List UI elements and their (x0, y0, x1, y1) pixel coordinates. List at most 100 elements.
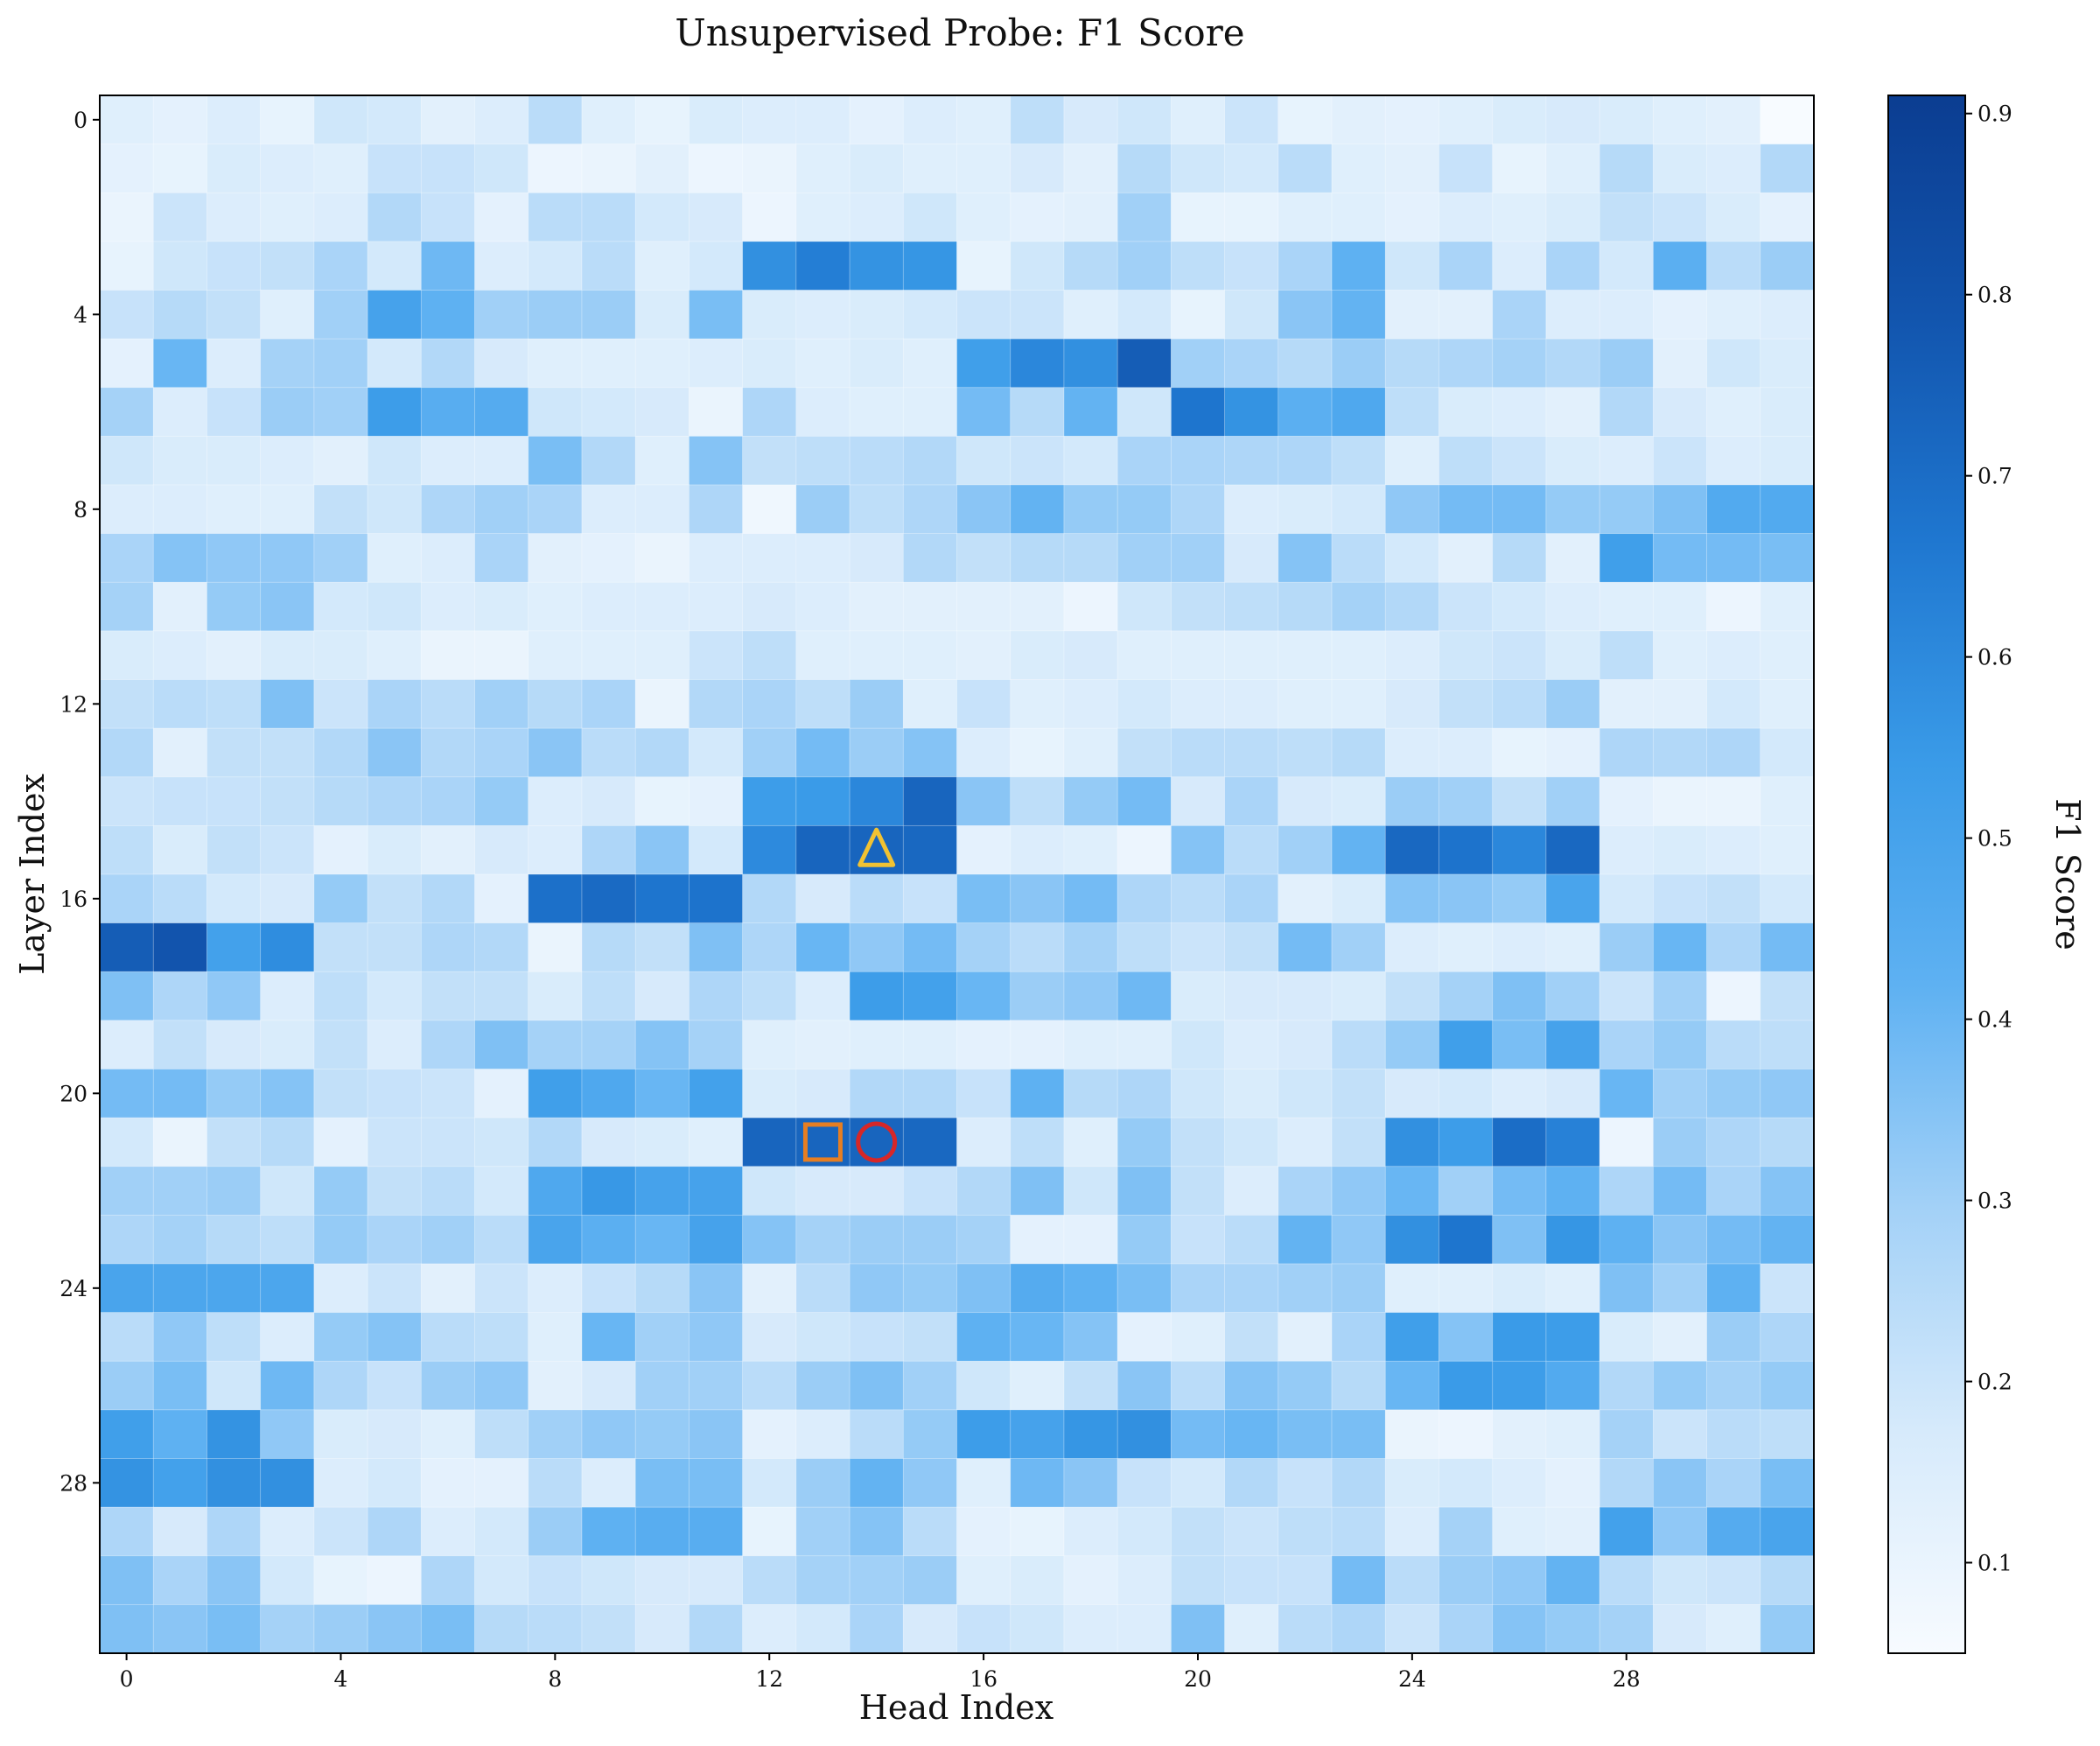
colorbar-tick-label: 0.4 (1978, 1007, 2012, 1033)
heatmap-cell (1760, 922, 1815, 972)
heatmap-cell (849, 290, 904, 340)
x-tick-label: 16 (970, 1666, 998, 1692)
heatmap-cell (1170, 630, 1226, 681)
heatmap-cell (260, 241, 315, 291)
heatmap-cell (1170, 1458, 1226, 1508)
heatmap-cell (902, 241, 958, 291)
heatmap-cell (99, 387, 154, 437)
heatmap-cell (1384, 484, 1440, 535)
heatmap-cell (1438, 192, 1494, 242)
heatmap-cell (313, 95, 368, 145)
heatmap-cell (1545, 338, 1600, 389)
heatmap-cell (581, 971, 636, 1021)
heatmap-cell (206, 1409, 262, 1460)
heatmap-cell (420, 1069, 476, 1118)
heatmap-cell (420, 1214, 476, 1265)
heatmap-cell (581, 1117, 636, 1168)
square-marker (802, 1122, 843, 1162)
heatmap-cell (152, 192, 208, 242)
heatmap-cell (1492, 484, 1547, 535)
heatmap-cell (1331, 1603, 1386, 1654)
heatmap-cell (152, 1603, 208, 1654)
heatmap-cell (99, 581, 154, 632)
heatmap-cell (1545, 1458, 1600, 1508)
heatmap-cell (1706, 435, 1761, 486)
heatmap-cell (260, 533, 315, 583)
heatmap-cell (528, 873, 583, 924)
heatmap-cell (1010, 776, 1065, 826)
heatmap-cell (1331, 1506, 1386, 1557)
heatmap-cell (1599, 971, 1654, 1021)
heatmap-cell (795, 1214, 850, 1265)
heatmap-cell (902, 1458, 958, 1508)
heatmap-cell (367, 776, 422, 826)
heatmap-cell (1170, 1603, 1226, 1654)
heatmap-cell (1706, 1166, 1761, 1216)
heatmap-cell (1706, 1214, 1761, 1265)
heatmap-cell (420, 1360, 476, 1411)
heatmap-cell (795, 1312, 850, 1362)
heatmap-cell (1063, 192, 1118, 242)
heatmap-cell (742, 387, 797, 437)
heatmap-cell (1063, 922, 1118, 972)
heatmap-cell (1545, 679, 1600, 729)
heatmap-cell (99, 1069, 154, 1118)
heatmap-cell (1438, 873, 1494, 924)
heatmap-cell (420, 1166, 476, 1216)
heatmap-cell (902, 581, 958, 632)
heatmap-cell (902, 435, 958, 486)
heatmap-cell (1224, 1020, 1279, 1070)
heatmap-cell (1652, 679, 1708, 729)
heatmap-cell (1063, 776, 1118, 826)
heatmap-cell (313, 1603, 368, 1654)
heatmap-cell (367, 1603, 422, 1654)
heatmap-cell (1760, 241, 1815, 291)
heatmap-cell (742, 873, 797, 924)
heatmap-cell (634, 824, 690, 875)
heatmap-cell (1331, 922, 1386, 972)
heatmap-cell (689, 727, 744, 778)
x-tick-label: 28 (1613, 1666, 1641, 1692)
heatmap-cell (956, 1166, 1012, 1216)
heatmap-cell (474, 241, 529, 291)
heatmap-cell (152, 1506, 208, 1557)
heatmap-cell (1278, 1166, 1333, 1216)
heatmap-cell (367, 241, 422, 291)
heatmap-cell (1063, 1069, 1118, 1118)
heatmap-cell (474, 338, 529, 389)
heatmap-cell (313, 144, 368, 193)
y-axis-label: Layer Index (13, 774, 52, 975)
heatmap-cell (1010, 630, 1065, 681)
heatmap-cell (689, 290, 744, 340)
heatmap-cell (1278, 971, 1333, 1021)
heatmap-cell (1278, 1263, 1333, 1314)
heatmap-cell (474, 435, 529, 486)
heatmap-cell (99, 971, 154, 1021)
colorbar-ticks: 0.1 0.2 0.3 0.4 0.5 0.6 0.7 0.8 0.9 (1965, 102, 2012, 1576)
heatmap-cell (1706, 1117, 1761, 1168)
heatmap-cell (1545, 95, 1600, 145)
heatmap-cell (99, 776, 154, 826)
heatmap-cell (742, 435, 797, 486)
heatmap-cell (634, 1312, 690, 1362)
heatmap-cell (260, 581, 315, 632)
heatmap-cell (1760, 776, 1815, 826)
heatmap-cell (1492, 241, 1547, 291)
heatmap-cell (367, 971, 422, 1021)
heatmap-cell (1492, 290, 1547, 340)
heatmap-cell (1116, 533, 1172, 583)
heatmap-cell (260, 1069, 315, 1118)
heatmap-cell (1492, 95, 1547, 145)
heatmap-cell (528, 1603, 583, 1654)
heatmap-cell (367, 387, 422, 437)
heatmap-cell (313, 1409, 368, 1460)
heatmap-cell (528, 1555, 583, 1605)
heatmap-cell (1492, 1020, 1547, 1070)
heatmap-cell (849, 1409, 904, 1460)
heatmap-cell (956, 1069, 1012, 1118)
heatmap-cell (313, 1020, 368, 1070)
heatmap-cell (367, 144, 422, 193)
heatmap-cell (1545, 1263, 1600, 1314)
heatmap-cell (1760, 1409, 1815, 1460)
heatmap-cell (1384, 192, 1440, 242)
